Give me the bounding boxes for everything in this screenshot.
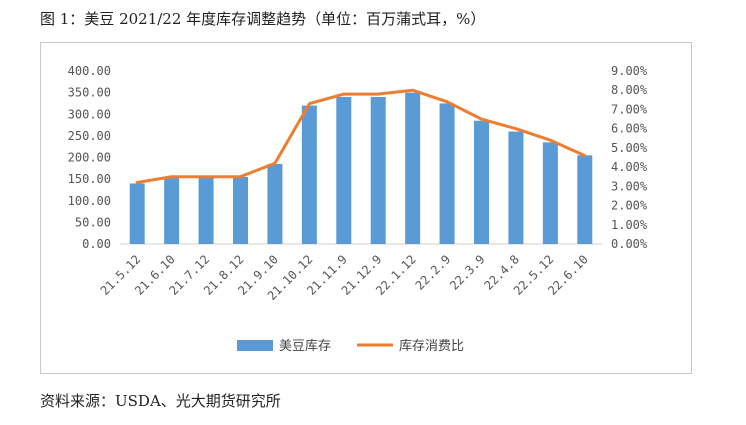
inventory-bar <box>370 96 386 244</box>
y-left-tick-label: 150.00 <box>68 172 111 186</box>
inventory-bar <box>164 176 180 244</box>
inventory-bar <box>129 183 145 244</box>
y-right-axis: 0.00% 1.00% 2.00% 3.00% 4.00% 5.00% 6.00% 7.00%… <box>611 64 648 251</box>
ratio-line <box>135 88 587 184</box>
inventory-bar <box>474 120 489 244</box>
legend-line-label: 库存消费比 <box>399 338 464 354</box>
inventory-bar <box>439 103 455 244</box>
y-left-tick-label: 100.00 <box>68 194 111 208</box>
legend-bar-swatch <box>237 340 273 351</box>
inventory-bar <box>233 176 248 244</box>
bar-series <box>129 92 593 244</box>
y-left-tick-label: 400.00 <box>68 64 111 78</box>
x-axis: 21.5.1221.6.1021.7.1221.8.1221.9.1021.10… <box>98 252 591 303</box>
figure-title: 图 1：美豆 2021/22 年度库存调整趋势（单位：百万蒲式耳，%） <box>40 10 486 28</box>
x-tick-label: 22.2.9 <box>413 252 454 293</box>
y-right-tick-label: 3.00% <box>611 179 648 193</box>
inventory-bar <box>508 131 524 244</box>
y-left-tick-label: 350.00 <box>68 86 111 100</box>
legend: 美豆库存 库存消费比 <box>237 338 464 354</box>
y-left-tick-label: 200.00 <box>68 151 111 165</box>
inventory-bar <box>577 155 593 244</box>
figure-source: 资料来源：USDA、光大期货研究所 <box>40 392 281 410</box>
legend-bar-label: 美豆库存 <box>279 338 331 354</box>
y-right-tick-label: 6.00% <box>611 122 648 136</box>
inventory-bar <box>405 92 421 244</box>
inventory-bar <box>198 176 214 244</box>
y-right-tick-label: 4.00% <box>611 160 648 174</box>
inventory-bar <box>336 96 352 244</box>
chart-svg: 0.00 50.00 100.00 150.00 200.00 250.00 300.00 3… <box>68 64 648 354</box>
inventory-bar <box>267 163 283 244</box>
inventory-bar <box>301 105 317 244</box>
y-right-tick-label: 7.00% <box>611 102 648 116</box>
y-right-tick-label: 0.00% <box>611 237 648 251</box>
x-tick-label: 22.3.9 <box>447 252 488 293</box>
y-left-tick-label: 250.00 <box>68 129 111 143</box>
y-left-tick-label: 300.00 <box>68 107 111 121</box>
y-left-axis: 0.00 50.00 100.00 150.00 200.00 250.00 300.00 3… <box>68 64 111 251</box>
y-right-tick-label: 1.00% <box>611 218 648 232</box>
y-right-tick-label: 8.00% <box>611 83 648 97</box>
y-right-tick-label: 9.00% <box>611 64 648 78</box>
y-left-tick-label: 50.00 <box>75 215 111 229</box>
y-right-tick-label: 2.00% <box>611 199 648 213</box>
y-left-tick-label: 0.00 <box>82 237 111 251</box>
y-right-tick-label: 5.00% <box>611 141 648 155</box>
chart-container: 0.00 50.00 100.00 150.00 200.00 250.00 300.00 3… <box>40 42 692 374</box>
inventory-bar <box>542 142 558 244</box>
